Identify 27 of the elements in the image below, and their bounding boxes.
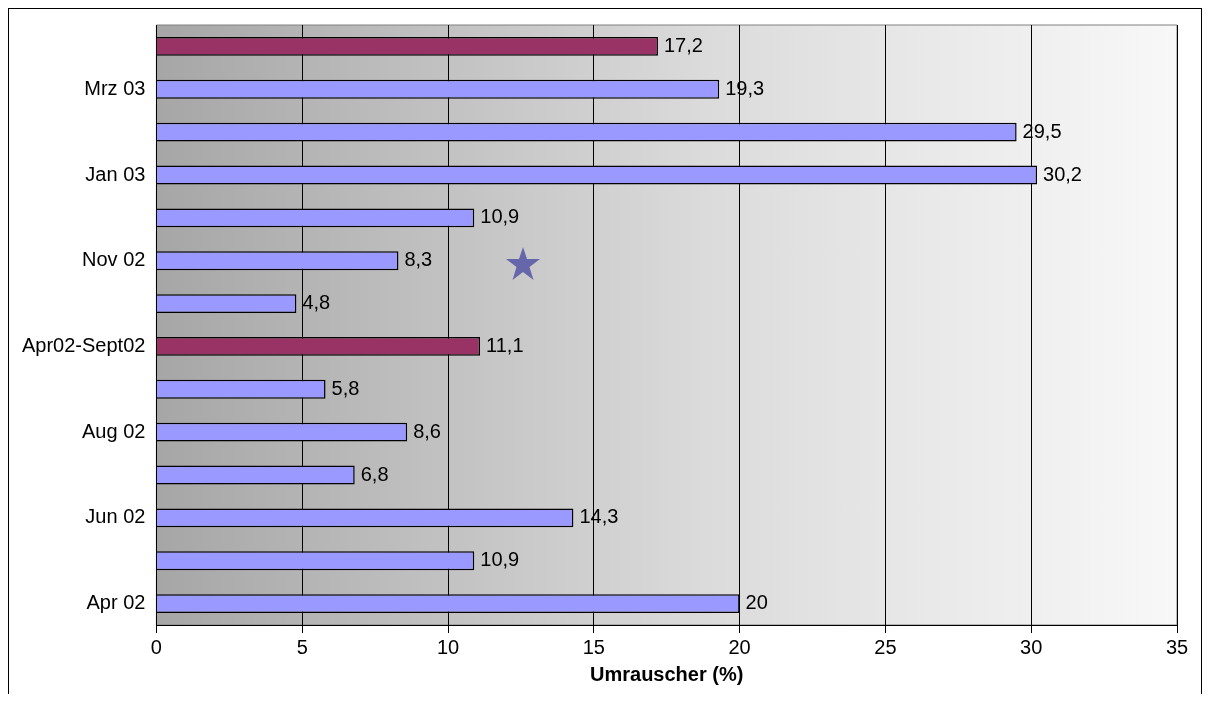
y-tick-label: Apr02-Sept02 — [22, 333, 146, 356]
x-tick-label: 35 — [1165, 635, 1189, 658]
data-label: 8,3 — [404, 248, 433, 271]
x-tick-label: 15 — [582, 635, 605, 658]
y-tick-label: Jan 03 — [85, 162, 146, 185]
data-label: 10,9 — [480, 205, 520, 228]
x-tick-label: 25 — [874, 635, 897, 658]
x-tick-label: 20 — [728, 635, 751, 658]
y-tick-label: Nov 02 — [82, 248, 146, 271]
x-tick-label: 10 — [436, 635, 460, 658]
y-tick-label: Aug 02 — [82, 419, 146, 442]
data-label: 5,8 — [331, 376, 360, 399]
data-label: 4,8 — [302, 291, 331, 314]
x-tick-label: 0 — [150, 635, 162, 658]
data-label: 11,1 — [486, 333, 524, 356]
y-tick-label: Apr 02 — [86, 591, 146, 614]
data-label: 8,6 — [413, 419, 441, 442]
data-label: 30,2 — [1043, 162, 1082, 185]
y-tick-label: Mrz 03 — [84, 76, 146, 99]
data-label: 17,2 — [663, 33, 703, 56]
x-tick-label: 30 — [1020, 635, 1043, 658]
data-label: 10,9 — [480, 548, 520, 571]
data-label: 6,8 — [360, 462, 389, 485]
data-label: 20 — [745, 591, 768, 614]
y-tick-label: Jun 02 — [85, 505, 146, 528]
x-tick-label: 5 — [296, 635, 308, 658]
x-axis-title: Umrauscher (%) — [590, 662, 744, 685]
